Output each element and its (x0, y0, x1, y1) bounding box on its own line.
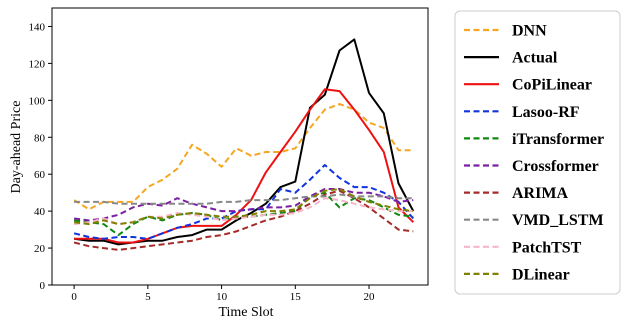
legend-label-arima: ARIMA (512, 185, 568, 202)
series-line-actual (73, 38, 415, 246)
x-tick-label: 10 (216, 291, 228, 303)
plot-area (73, 38, 415, 251)
legend: DNN Actual CoPiLinear Lasoo-RF iTransformer C… (454, 10, 621, 295)
series-line-arima (73, 189, 414, 251)
y-tick-label: 140 (29, 21, 46, 33)
x-tick-label: 20 (364, 291, 376, 303)
axes: 0 5 10 15 20 0 20 40 60 80 100 120 140 (29, 7, 429, 303)
plot-frame (51, 7, 429, 286)
y-tick-label: 60 (34, 169, 46, 181)
x-tick-label: 15 (290, 291, 302, 303)
y-tick-label: 120 (29, 58, 46, 70)
legend-box (454, 10, 621, 295)
legend-label-crossformer: Crossformer (512, 158, 599, 175)
y-tick-label: 40 (34, 206, 46, 218)
legend-label-actual: Actual (512, 50, 558, 67)
legend-label-itransformer: iTransformer (512, 131, 604, 148)
legend-label-vmd-lstm: VMD_LSTM (512, 212, 604, 229)
legend-label-copilinear: CoPiLinear (512, 77, 592, 94)
series-line-crossformer (73, 188, 414, 222)
y-tick-label: 0 (40, 280, 46, 292)
series-line-dlinear (73, 188, 414, 226)
x-tick-label: 0 (71, 291, 77, 303)
legend-label-dnn: DNN (512, 23, 547, 40)
x-tick-label: 5 (145, 291, 151, 303)
y-tick-label: 80 (34, 132, 46, 144)
legend-label-lasoo-rf: Lasoo-RF (512, 104, 580, 121)
y-tick-label: 100 (29, 95, 46, 107)
y-axis-title: Day-ahead Price (9, 101, 24, 194)
legend-label-patchtst: PatchTST (512, 239, 582, 256)
legend-label-dlinear: DLinear (512, 266, 570, 283)
series-line-copilinear (74, 88, 415, 244)
y-tick-label: 20 (34, 243, 46, 255)
x-axis-title: Time Slot (218, 305, 273, 320)
